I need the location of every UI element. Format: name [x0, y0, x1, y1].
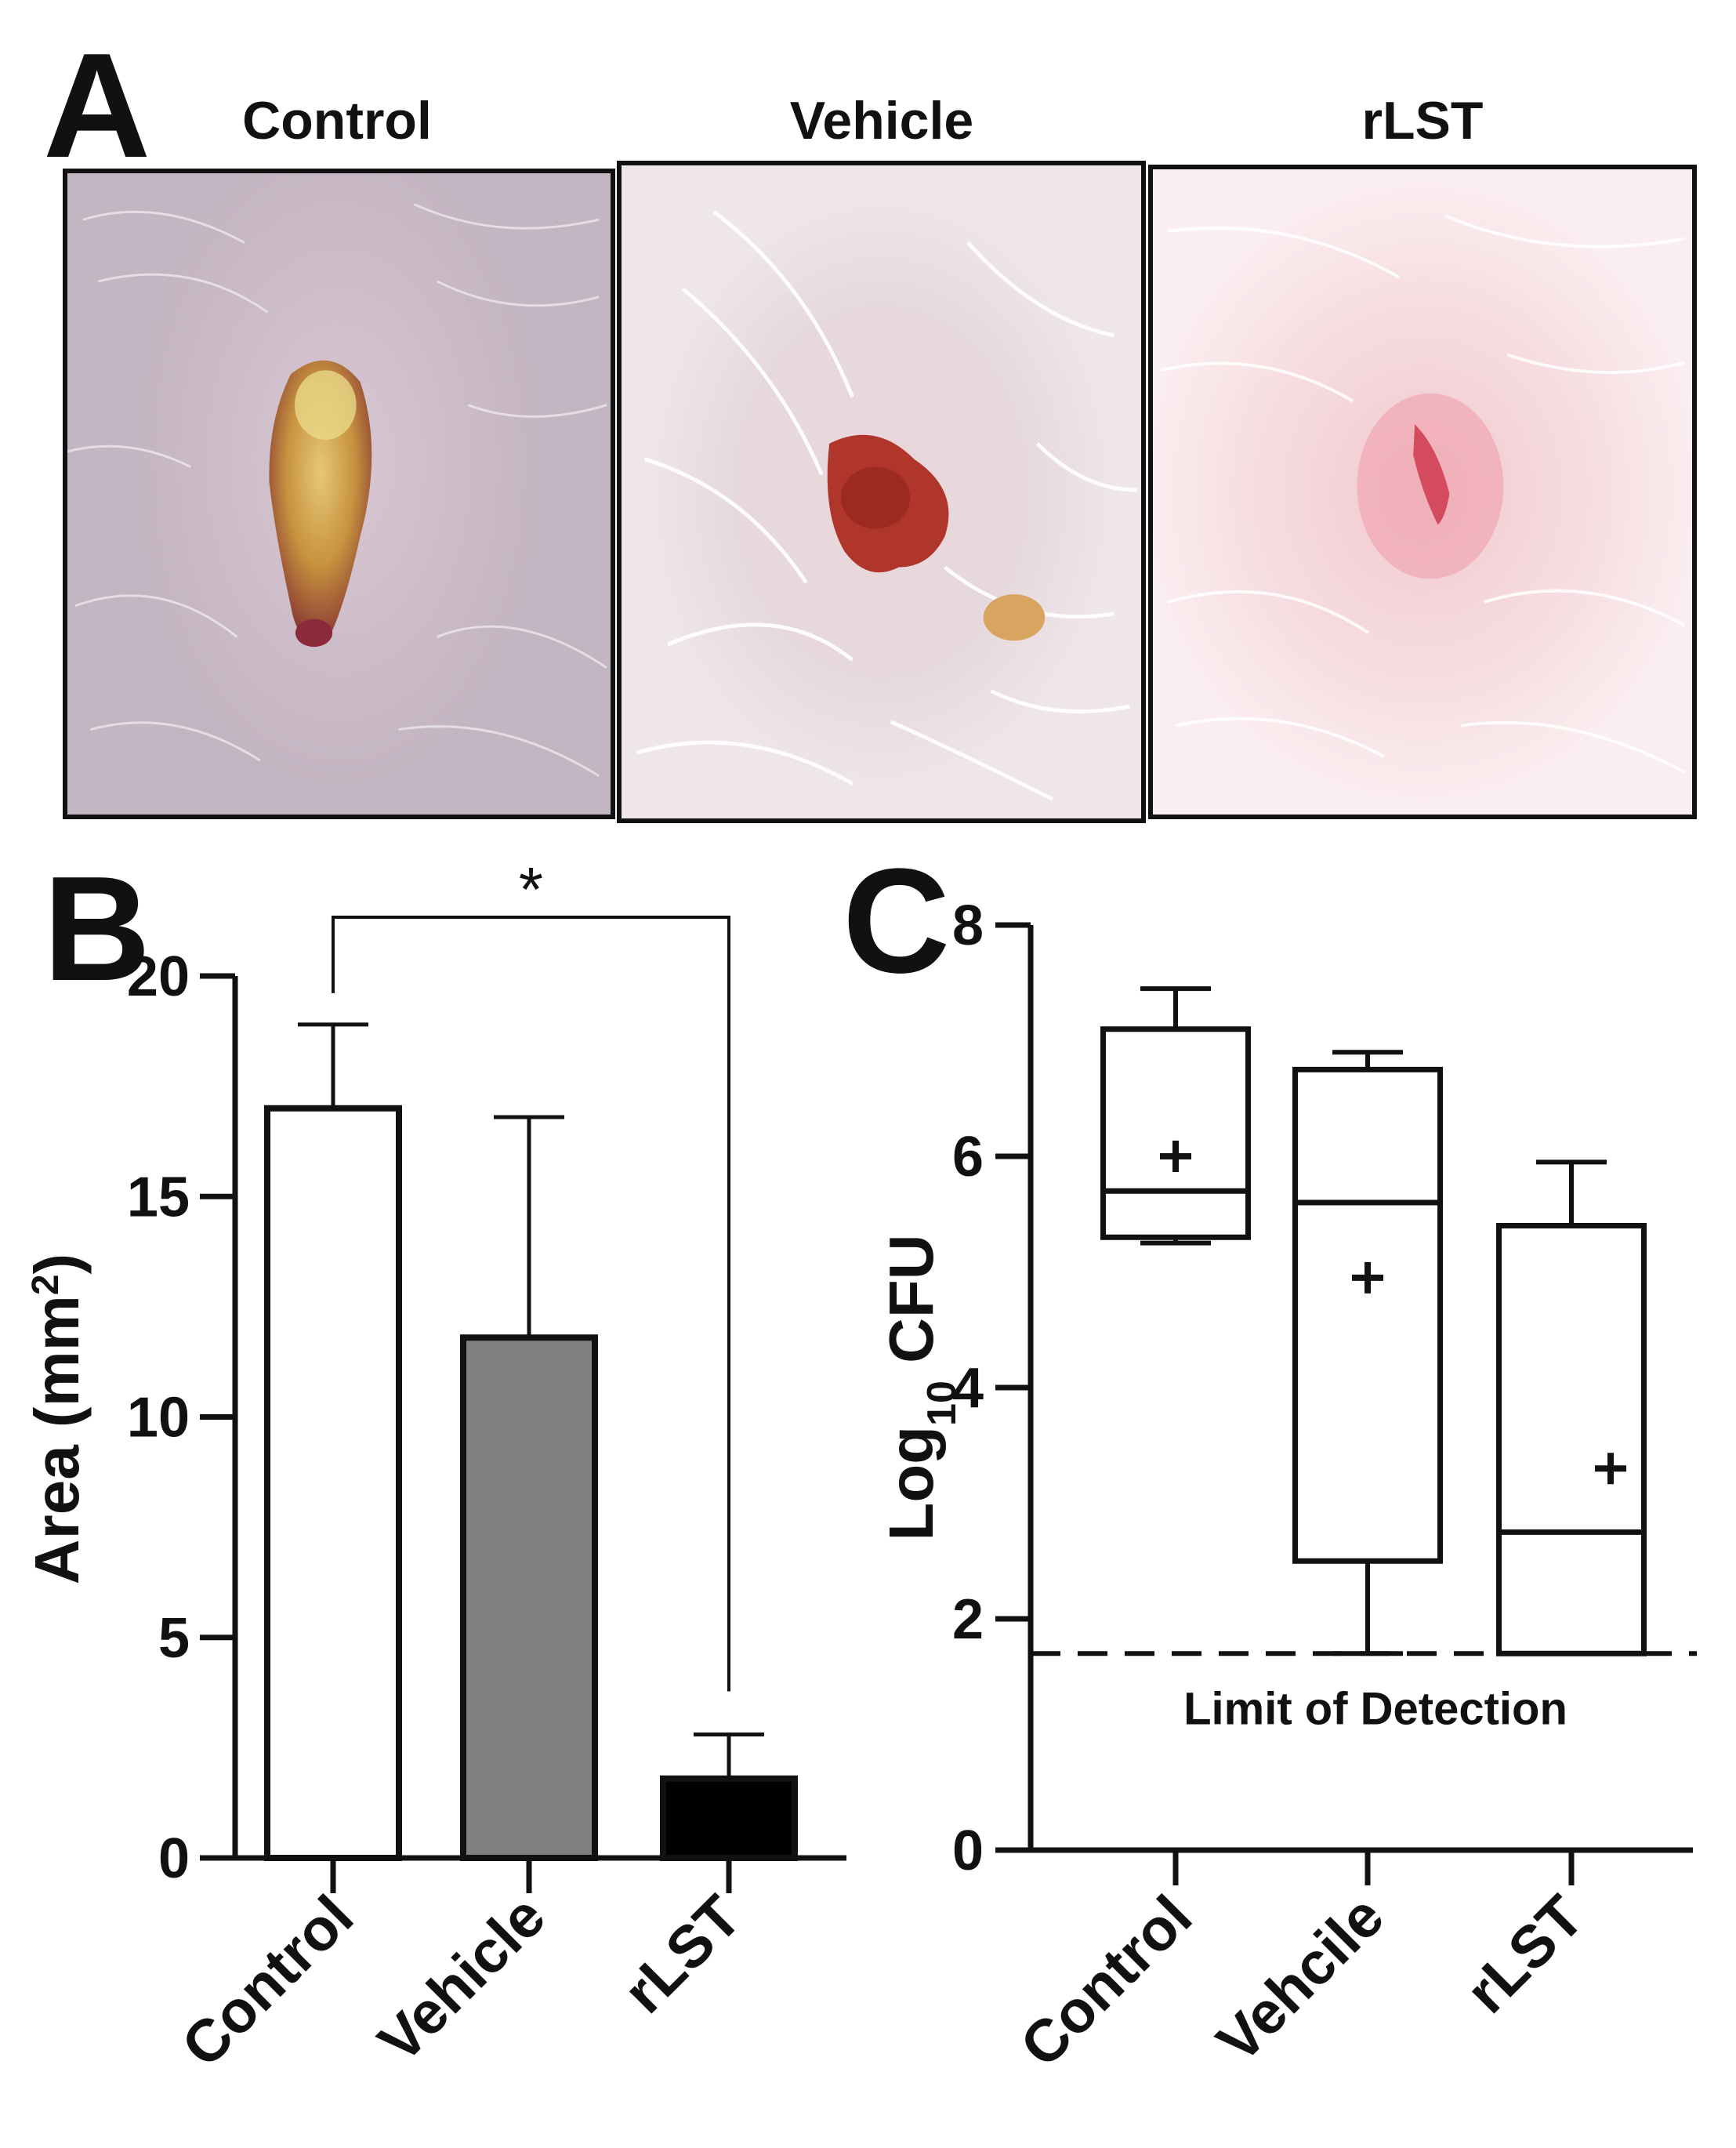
panel-b-bar-control	[264, 1105, 402, 1861]
panel-c-category-label-1: Vehcile	[1205, 1883, 1397, 2075]
photo-title-vehicle: Vehicle	[789, 91, 974, 151]
panel-c-ytick-label-4: 8	[952, 894, 984, 957]
panel-b-ytick-label-1: 5	[158, 1607, 190, 1670]
photo-title-rlst: rLST	[1361, 91, 1484, 151]
panel-c-lod-label: Limit of Detection	[1183, 1683, 1567, 1734]
panel-b-chart: 0 5 10 15 20 Control Vehicle rLST Area (mm2) *	[22, 854, 846, 2080]
panel-c-box-1	[1292, 1066, 1443, 1564]
panel-b-letter: B	[43, 846, 151, 1012]
panel-c-box-0	[1100, 1026, 1251, 1240]
panel-b-significance-bracket	[332, 916, 730, 1692]
panel-b-category-label-2: rLST	[611, 1883, 754, 2026]
control-wound-photo	[63, 169, 615, 819]
panel-b-category-label-0: Control	[169, 1883, 366, 2080]
panel-b-ytick-label-2: 10	[127, 1387, 190, 1450]
panel-c-mean-marker-1	[1352, 1261, 1383, 1294]
panel-b-ytick-label-4: 20	[127, 945, 190, 1008]
panel-b-bar-vehicle	[460, 1334, 598, 1861]
panel-a-letter: A	[43, 23, 151, 189]
panel-b-y-axis-label: Area (mm2)	[22, 1254, 92, 1584]
panel-b-ytick-label-3: 15	[127, 1166, 190, 1228]
panel-b-significance-star: *	[519, 854, 543, 924]
vehicle-wound-photo	[617, 161, 1146, 823]
photo-title-control: Control	[242, 91, 432, 151]
panel-c-ytick-label-1: 2	[952, 1588, 984, 1651]
panel-c-ytick-label-2: 4	[952, 1357, 984, 1420]
panel-c-chart: 0 2 4 6 8 Limit of Detection Control Vehcile rLS…	[876, 894, 1697, 2080]
panel-c-ytick-label-3: 6	[952, 1126, 984, 1188]
panel-c-y-axis-label: Log10 CFU	[876, 1234, 965, 1540]
panel-c-mean-marker-0	[1160, 1141, 1191, 1172]
panel-b-bar-rlst	[660, 1775, 798, 1861]
panel-b-ytick-label-0: 0	[158, 1827, 190, 1890]
panel-c-box-2	[1496, 1223, 1647, 1656]
panel-c-letter: C	[843, 838, 951, 1004]
rlst-wound-photo	[1148, 165, 1697, 819]
panel-c-category-label-2: rLST	[1453, 1883, 1596, 2026]
panel-c-category-label-0: Control	[1008, 1883, 1205, 2080]
panel-b-category-label-1: Vehicle	[366, 1883, 558, 2075]
panel-c-mean-marker-2	[1595, 1453, 1626, 1485]
panel-c-ytick-label-0: 0	[952, 1820, 984, 1882]
